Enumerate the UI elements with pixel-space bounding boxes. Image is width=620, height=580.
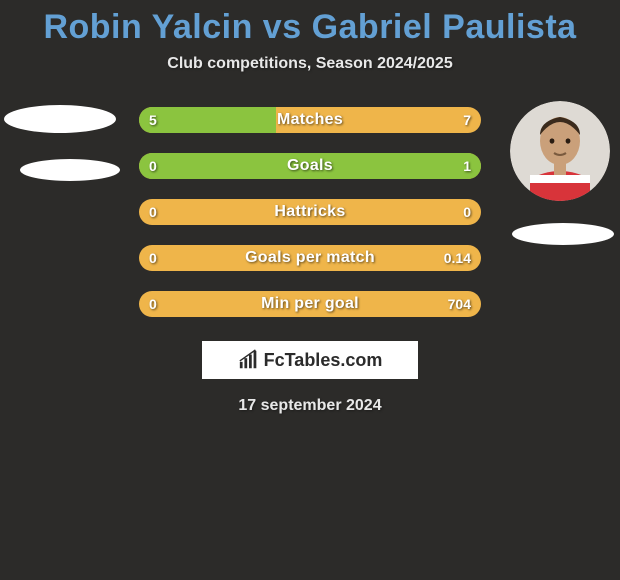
player-right-avatar	[510, 101, 610, 201]
stat-label: Goals per match	[139, 245, 481, 271]
stat-row: 00.14Goals per match	[139, 245, 481, 271]
stat-row: 57Matches	[139, 107, 481, 133]
page-subtitle: Club competitions, Season 2024/2025	[0, 55, 620, 73]
stat-label: Goals	[139, 153, 481, 179]
placeholder-pill	[4, 105, 116, 133]
brand-text: FcTables.com	[264, 350, 383, 371]
player-right-name-pill	[512, 223, 614, 245]
comparison-area: 57Matches 01Goals 00Hattricks 00.14Goals pe…	[0, 101, 620, 317]
stat-label: Matches	[139, 107, 481, 133]
player-left-placeholder	[4, 105, 120, 181]
brand-badge: FcTables.com	[202, 341, 418, 379]
stat-label: Min per goal	[139, 291, 481, 317]
date-text: 17 september 2024	[0, 397, 620, 415]
placeholder-pill	[20, 159, 120, 181]
stat-label: Hattricks	[139, 199, 481, 225]
stat-row: 0704Min per goal	[139, 291, 481, 317]
stat-row: 00Hattricks	[139, 199, 481, 225]
stat-row: 01Goals	[139, 153, 481, 179]
bar-chart-icon	[238, 349, 260, 371]
player-right-column	[500, 101, 620, 245]
stat-bars: 57Matches 01Goals 00Hattricks 00.14Goals pe…	[139, 101, 481, 317]
avatar-icon	[510, 101, 610, 201]
comparison-infographic: Robin Yalcin vs Gabriel Paulista Club co…	[0, 0, 620, 580]
page-title: Robin Yalcin vs Gabriel Paulista	[0, 0, 620, 47]
